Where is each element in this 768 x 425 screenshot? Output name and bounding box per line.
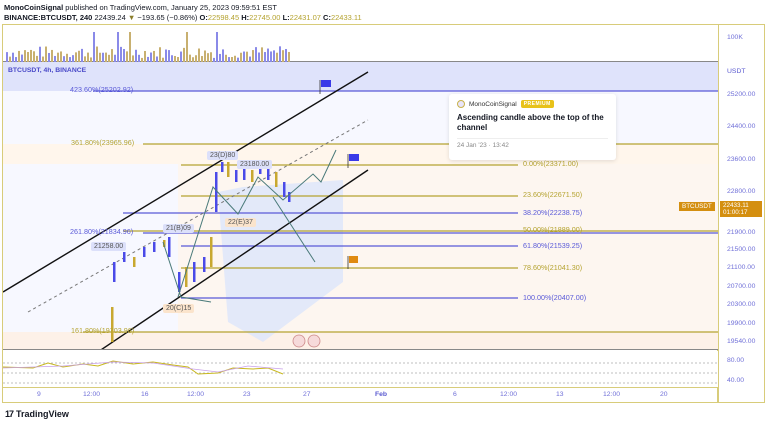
fib-level-label: 61.80%(21539.25): [523, 241, 583, 250]
price-tick: 21500.00: [727, 246, 756, 253]
flag-icon: [347, 154, 359, 168]
down-arrow-icon: ▼: [127, 13, 136, 22]
price-tick: 21900.00: [727, 229, 756, 236]
price-tick: 19900.00: [727, 320, 756, 327]
price-tick: 21100.00: [727, 264, 755, 271]
time-tick: 27: [303, 391, 311, 398]
fib-level-label: 161.80%(19703.96): [71, 326, 135, 335]
fib-level-label: 38.20%(22238.75): [523, 208, 583, 217]
high-label: H:: [241, 13, 250, 22]
last-price: 22439.24: [94, 13, 126, 22]
publish-text: published on TradingView.com, January 25…: [65, 3, 277, 12]
fib-level-label: 50.00%(21889.00): [523, 225, 583, 234]
rsi-tick: 40.00: [727, 377, 745, 384]
fib-level-label: 361.80%(23965.96): [71, 138, 135, 147]
signal-card[interactable]: MonoCoinSignal PREMIUM Ascending candle …: [449, 94, 616, 160]
close-value: 22433.11: [330, 13, 362, 22]
volume-bars: [6, 32, 290, 62]
time-tick: 9: [37, 391, 41, 398]
bar-countdown: 01:00:17: [723, 209, 748, 216]
time-tick: 16: [141, 391, 149, 398]
volume-axis-label: 100K: [727, 34, 743, 41]
fib-level-label: 78.60%(21041.30): [523, 263, 583, 272]
open-value: 22598.45: [207, 13, 240, 22]
wave-label-c: 20(C)15: [163, 304, 195, 313]
current-price-tag: 22433.11 01:00:17: [720, 201, 762, 217]
fib-level-label: 423.60%(25202.92): [70, 85, 134, 94]
tradingview-footer[interactable]: 17 TradingView: [5, 409, 69, 419]
publish-info: MonoCoinSignal published on TradingView.…: [4, 3, 277, 12]
current-price: 22433.11: [723, 202, 749, 209]
low-label: L:: [282, 13, 290, 22]
time-tick: Feb: [375, 391, 388, 398]
time-tick: 12:00: [603, 391, 621, 398]
time-tick: 13: [556, 391, 564, 398]
rsi-pane[interactable]: [3, 351, 718, 387]
chart-legend: BTCUSDT, 4h, BINANCE: [8, 67, 87, 74]
time-tick: 6: [453, 391, 457, 398]
fib-level-label: 100.00%(20407.00): [523, 293, 587, 302]
time-tick: 12:00: [83, 391, 101, 398]
fib-level-label: 23.60%(22671.50): [523, 190, 583, 199]
premium-badge: PREMIUM: [520, 100, 554, 108]
price-tick: 20300.00: [727, 301, 756, 308]
price-tick: 22800.00: [727, 188, 756, 195]
fib-level-label: 0.00%(23371.00): [523, 159, 579, 168]
rsi-tick: 80.00: [727, 357, 745, 364]
time-axis[interactable]: 9 12:00 16 12:00 23 27 Feb 6 12:00 13 12:00 20: [3, 387, 718, 402]
price-tick: 20700.00: [727, 283, 756, 290]
wave-label-d-high: 23180.00: [237, 160, 273, 169]
time-tick: 20: [660, 391, 668, 398]
price-chart: [3, 62, 718, 349]
author-avatar: [457, 100, 465, 108]
currency-label: USDT: [727, 68, 746, 75]
price-change: −193.65 (−0.86%): [137, 13, 198, 22]
symbol: BINANCE:BTCUSDT, 240: [4, 13, 93, 22]
time-tick: 12:00: [187, 391, 205, 398]
author-name[interactable]: MonoCoinSignal: [4, 3, 64, 12]
price-tick: 19540.00: [727, 338, 756, 345]
wave-label-a: 21258.00: [91, 242, 127, 251]
fib-level-label: 261.80%(21834.96): [70, 227, 134, 236]
wave-label-d: 23(D)80: [207, 151, 239, 160]
time-tick: 23: [243, 391, 251, 398]
rsi-chart: [3, 360, 718, 384]
tradingview-logo-icon: 17: [5, 409, 14, 419]
flag-icon: [319, 80, 331, 94]
time-tick: 12:00: [500, 391, 518, 398]
wave-label-b: 21(B)09: [163, 224, 194, 233]
price-tick: 23600.00: [727, 156, 756, 163]
open-label: O:: [199, 13, 208, 22]
high-value: 22745.00: [249, 13, 281, 22]
low-value: 22431.07: [289, 13, 321, 22]
symbol-info: BINANCE:BTCUSDT, 240 22439.24 ▼ −193.65 …: [4, 13, 362, 22]
price-tick: 24400.00: [727, 123, 756, 130]
brand-name: TradingView: [16, 409, 69, 419]
wave-label-e: 22(E)37: [225, 218, 256, 227]
card-author: MonoCoinSignal: [469, 100, 517, 108]
volume-pane[interactable]: [3, 25, 718, 62]
card-date: 24 Jan '23 · 13:42: [457, 138, 608, 149]
price-tick: 25200.00: [727, 91, 756, 98]
card-title: Ascending candle above the top of the ch…: [457, 113, 604, 132]
symbol-price-tag: BTCUSDT: [679, 202, 715, 211]
close-label: C:: [323, 13, 331, 22]
